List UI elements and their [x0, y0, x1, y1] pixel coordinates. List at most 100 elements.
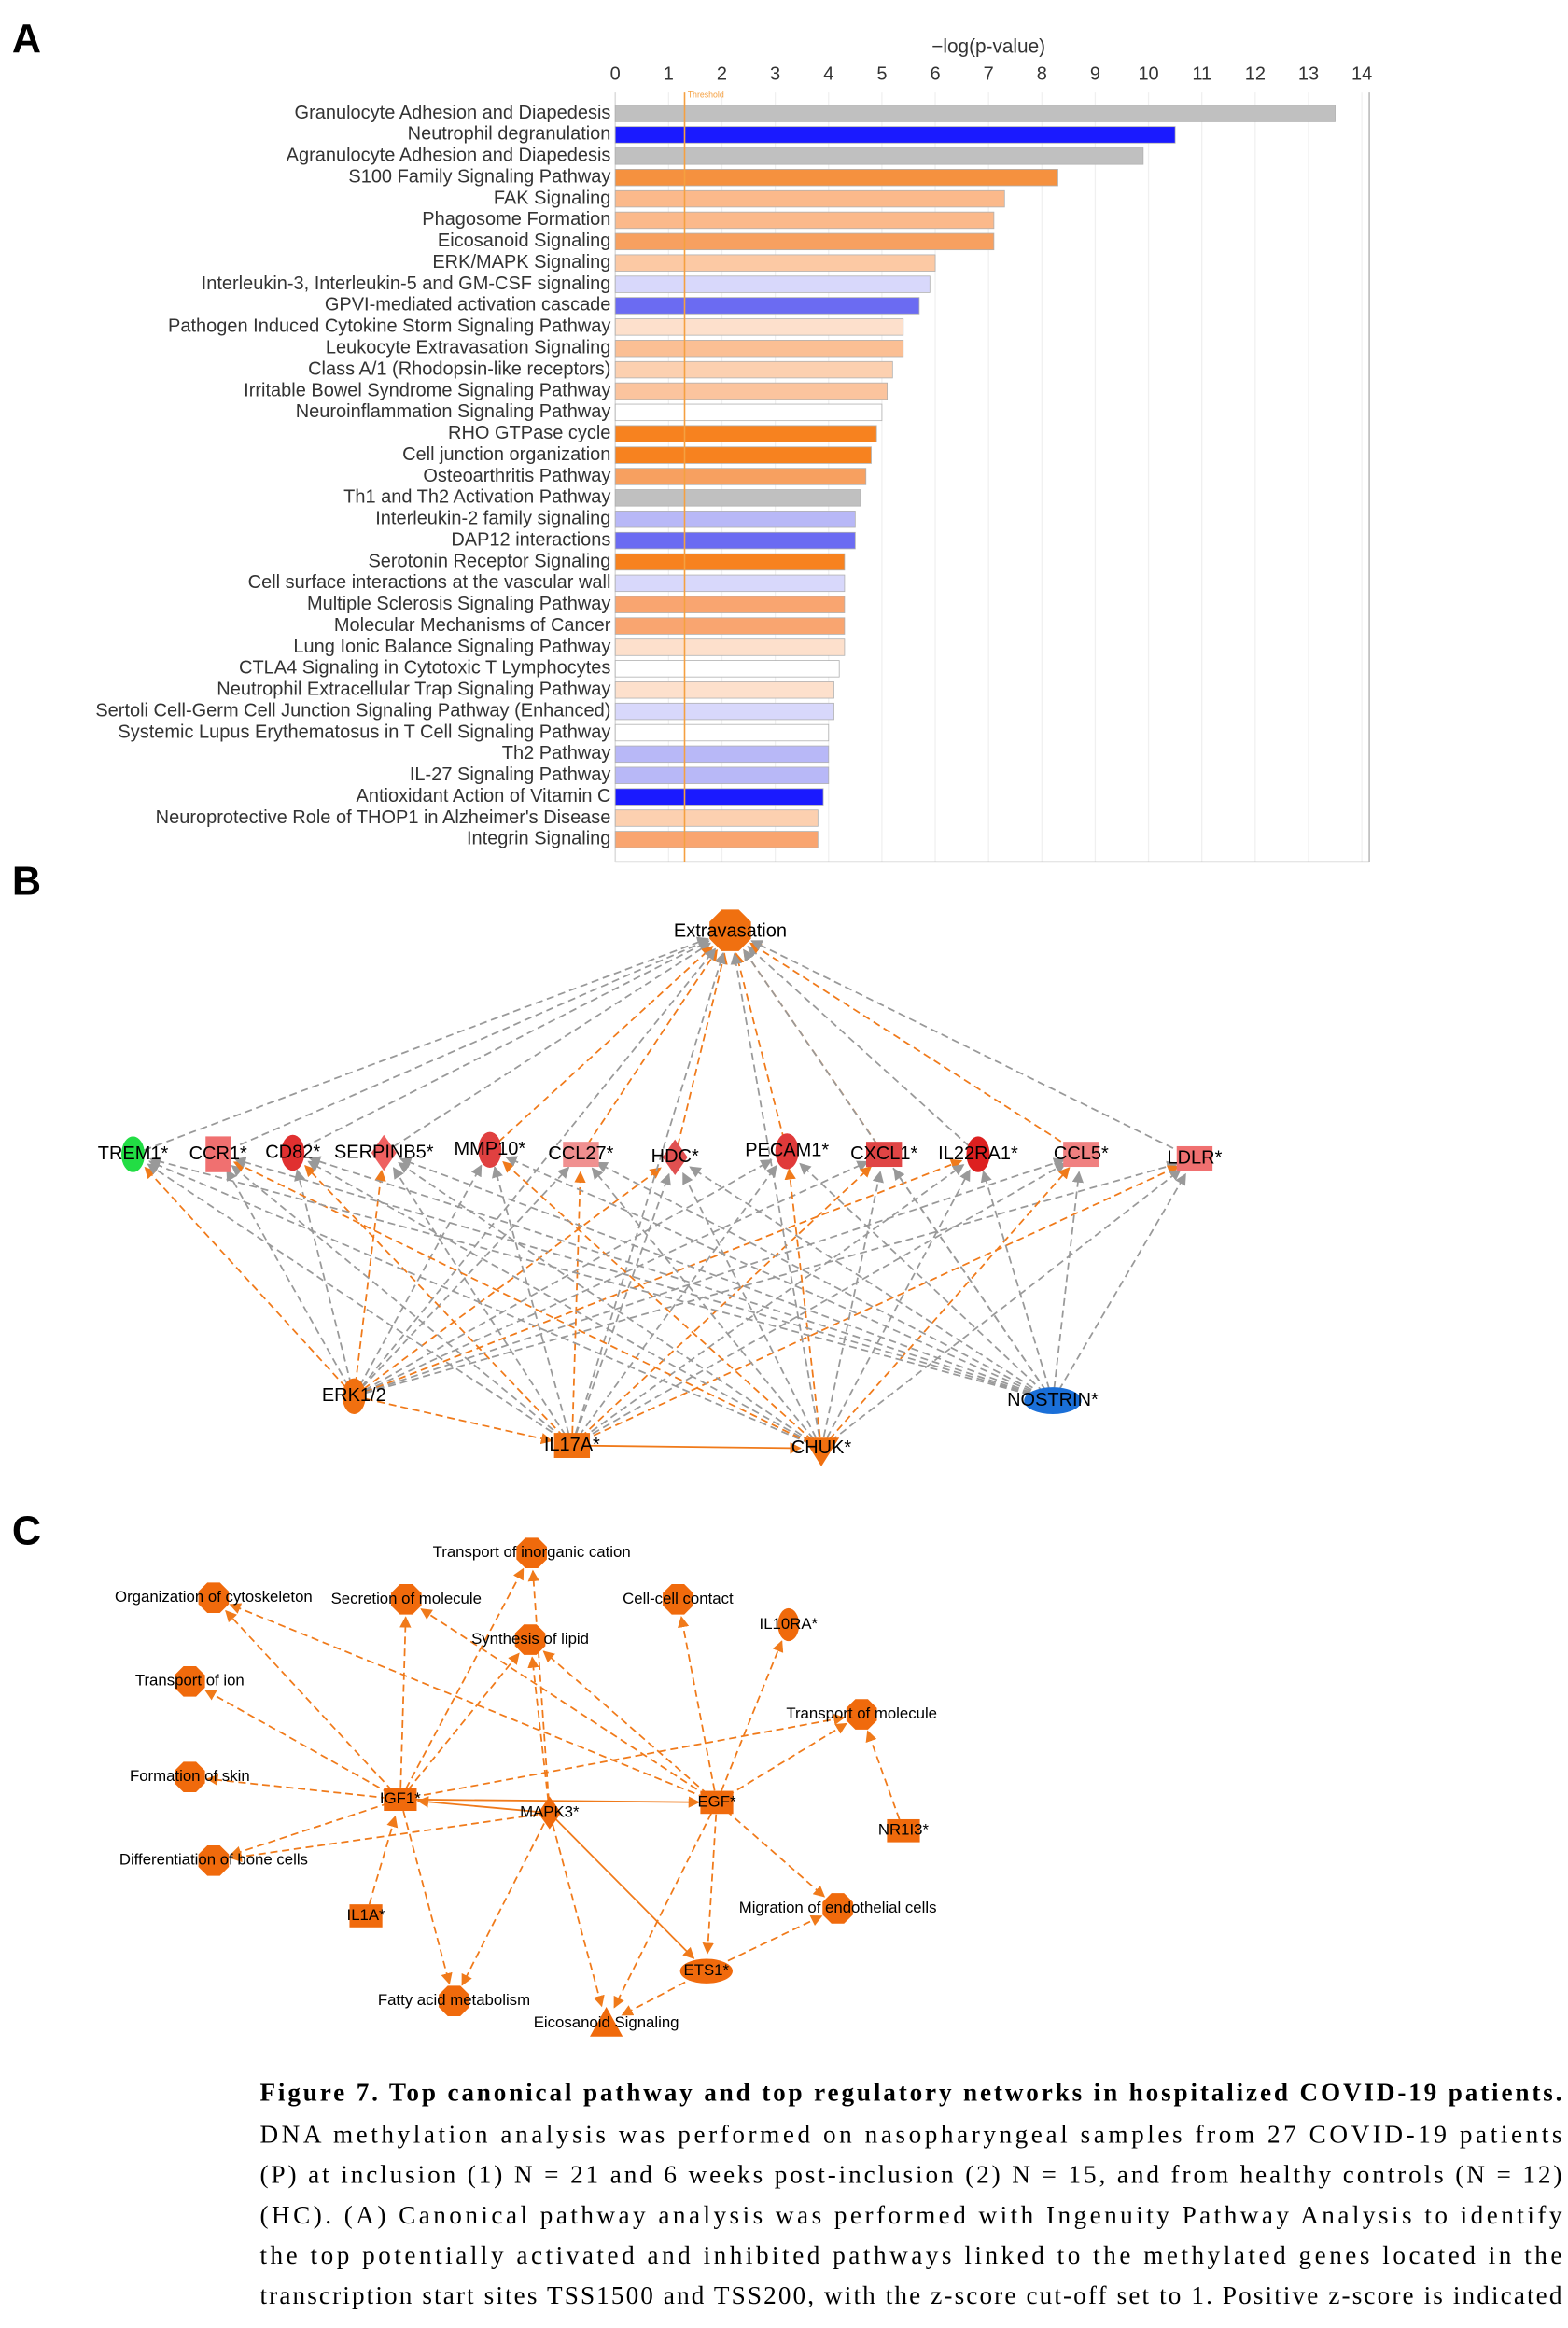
bar [614, 766, 830, 784]
node-shape [700, 1790, 734, 1815]
y-tick-label: Granulocyte Adhesion and Diapedesis [295, 103, 611, 123]
node-label: CCR1* [189, 1143, 247, 1164]
y-tick-label: CTLA4 Signaling in Cytotoxic T Lymphocyt… [239, 658, 610, 679]
node-label: Organization of cytoskeleton [115, 1588, 313, 1606]
x-tick-label: 2 [717, 63, 727, 84]
edge [571, 1172, 671, 1446]
node-label: Transport of ion [135, 1672, 245, 1690]
node-label: Transport of inorganic cation [433, 1543, 631, 1561]
bar [614, 169, 1058, 187]
edge [548, 1812, 605, 2008]
y-tick-label: Neutrophil Extracellular Trap Signaling … [217, 680, 610, 700]
edge [144, 1166, 355, 1397]
node-label: Secretion of molecule [331, 1590, 482, 1607]
y-tick-label: Neutrophil degranulation [408, 124, 611, 145]
x-tick-label: 9 [1090, 63, 1100, 84]
node-shape [777, 1607, 800, 1642]
edge [820, 1169, 971, 1450]
edge [571, 1164, 965, 1447]
edge [353, 1167, 662, 1397]
node-label: IL10RA* [760, 1615, 819, 1633]
node-label: SERPINB5* [334, 1142, 434, 1162]
edge [225, 1609, 401, 1801]
y-tick-label: Th1 and Th2 Activation Pathway [343, 487, 610, 508]
edge [820, 1167, 1071, 1450]
node-label: NOSTRIN* [1007, 1390, 1099, 1410]
node-shape [205, 1136, 231, 1172]
x-tick-label: 8 [1037, 63, 1047, 84]
node-label: Migration of endothelial cells [739, 1899, 937, 1916]
edge [304, 1165, 573, 1447]
edge [392, 1167, 573, 1447]
bar [614, 297, 920, 315]
bar [614, 446, 872, 464]
edge [784, 1168, 822, 1449]
node-shape [198, 1844, 230, 1876]
node-shape [709, 909, 751, 951]
bar [614, 232, 995, 251]
bar [614, 468, 867, 485]
edge [1052, 1172, 1186, 1402]
y-tick-label: Phagosome Formation [422, 209, 610, 230]
node-shape [174, 1665, 205, 1697]
edge [231, 1165, 573, 1447]
bar [614, 403, 883, 422]
node-label: ETS1* [684, 1961, 730, 1979]
node-shape [966, 1136, 990, 1172]
x-tick-label: 14 [1351, 63, 1372, 84]
y-tick-label: Leukocyte Extravasation Signaling [326, 338, 611, 358]
node-label: IL22RA1* [938, 1143, 1018, 1164]
edge [1052, 1171, 1085, 1401]
node-shape [1024, 1387, 1082, 1414]
edge [148, 1159, 822, 1450]
y-tick-label: Eicosanoid Signaling [438, 231, 611, 251]
edge [307, 1160, 822, 1450]
edge [353, 947, 717, 1397]
y-tick-label: ERK/MAPK Signaling [432, 252, 610, 273]
edge [353, 1160, 869, 1397]
edge [399, 1616, 412, 1800]
edge [730, 952, 822, 1449]
x-tick-label: 0 [610, 63, 621, 84]
bar [614, 318, 904, 336]
edge [365, 1815, 399, 1916]
y-tick-label: FAK Signaling [494, 188, 611, 208]
bar [614, 382, 889, 400]
y-tick-label: Molecular Mechanisms of Cancer [334, 615, 611, 636]
edge [580, 948, 718, 1156]
node-label: Fatty acid metabolism [378, 1991, 530, 2009]
edge [733, 952, 789, 1152]
edge [233, 1157, 1054, 1402]
edge [571, 1442, 802, 1454]
node-shape [822, 1893, 853, 1924]
edge [229, 1603, 718, 1803]
y-tick-label: Cell junction organization [402, 444, 610, 465]
node-label: PECAM1* [745, 1141, 829, 1161]
node-shape [803, 1437, 840, 1466]
edge [505, 1156, 1054, 1402]
y-tick-label: DAP12 interactions [451, 529, 610, 550]
edge [571, 1165, 873, 1447]
node-label: IL1A* [347, 1906, 386, 1924]
edge [716, 1802, 826, 1898]
y-tick-label: Lung Ionic Balance Signaling Pathway [293, 637, 610, 657]
node-shape [174, 1761, 205, 1793]
node-shape [887, 1818, 920, 1843]
y-tick-label: Sertoli Cell-Germ Cell Junction Signalin… [95, 700, 610, 721]
node-shape [514, 1624, 546, 1655]
node-shape [775, 1133, 799, 1170]
x-tick-label: 13 [1298, 63, 1319, 84]
x-tick-label: 10 [1138, 63, 1158, 84]
edge [527, 1656, 551, 1814]
edge [203, 1689, 401, 1801]
edge [747, 945, 979, 1156]
node-shape [663, 1584, 693, 1615]
node-shape [865, 1142, 903, 1168]
node-shape [121, 1136, 145, 1172]
node-label: NR1I3* [878, 1821, 930, 1839]
node-label: EGF* [697, 1792, 735, 1810]
node-label: Cell-cell contact [623, 1590, 734, 1607]
bar [614, 511, 856, 528]
edge [893, 1168, 1054, 1402]
node-shape [439, 1985, 469, 2016]
